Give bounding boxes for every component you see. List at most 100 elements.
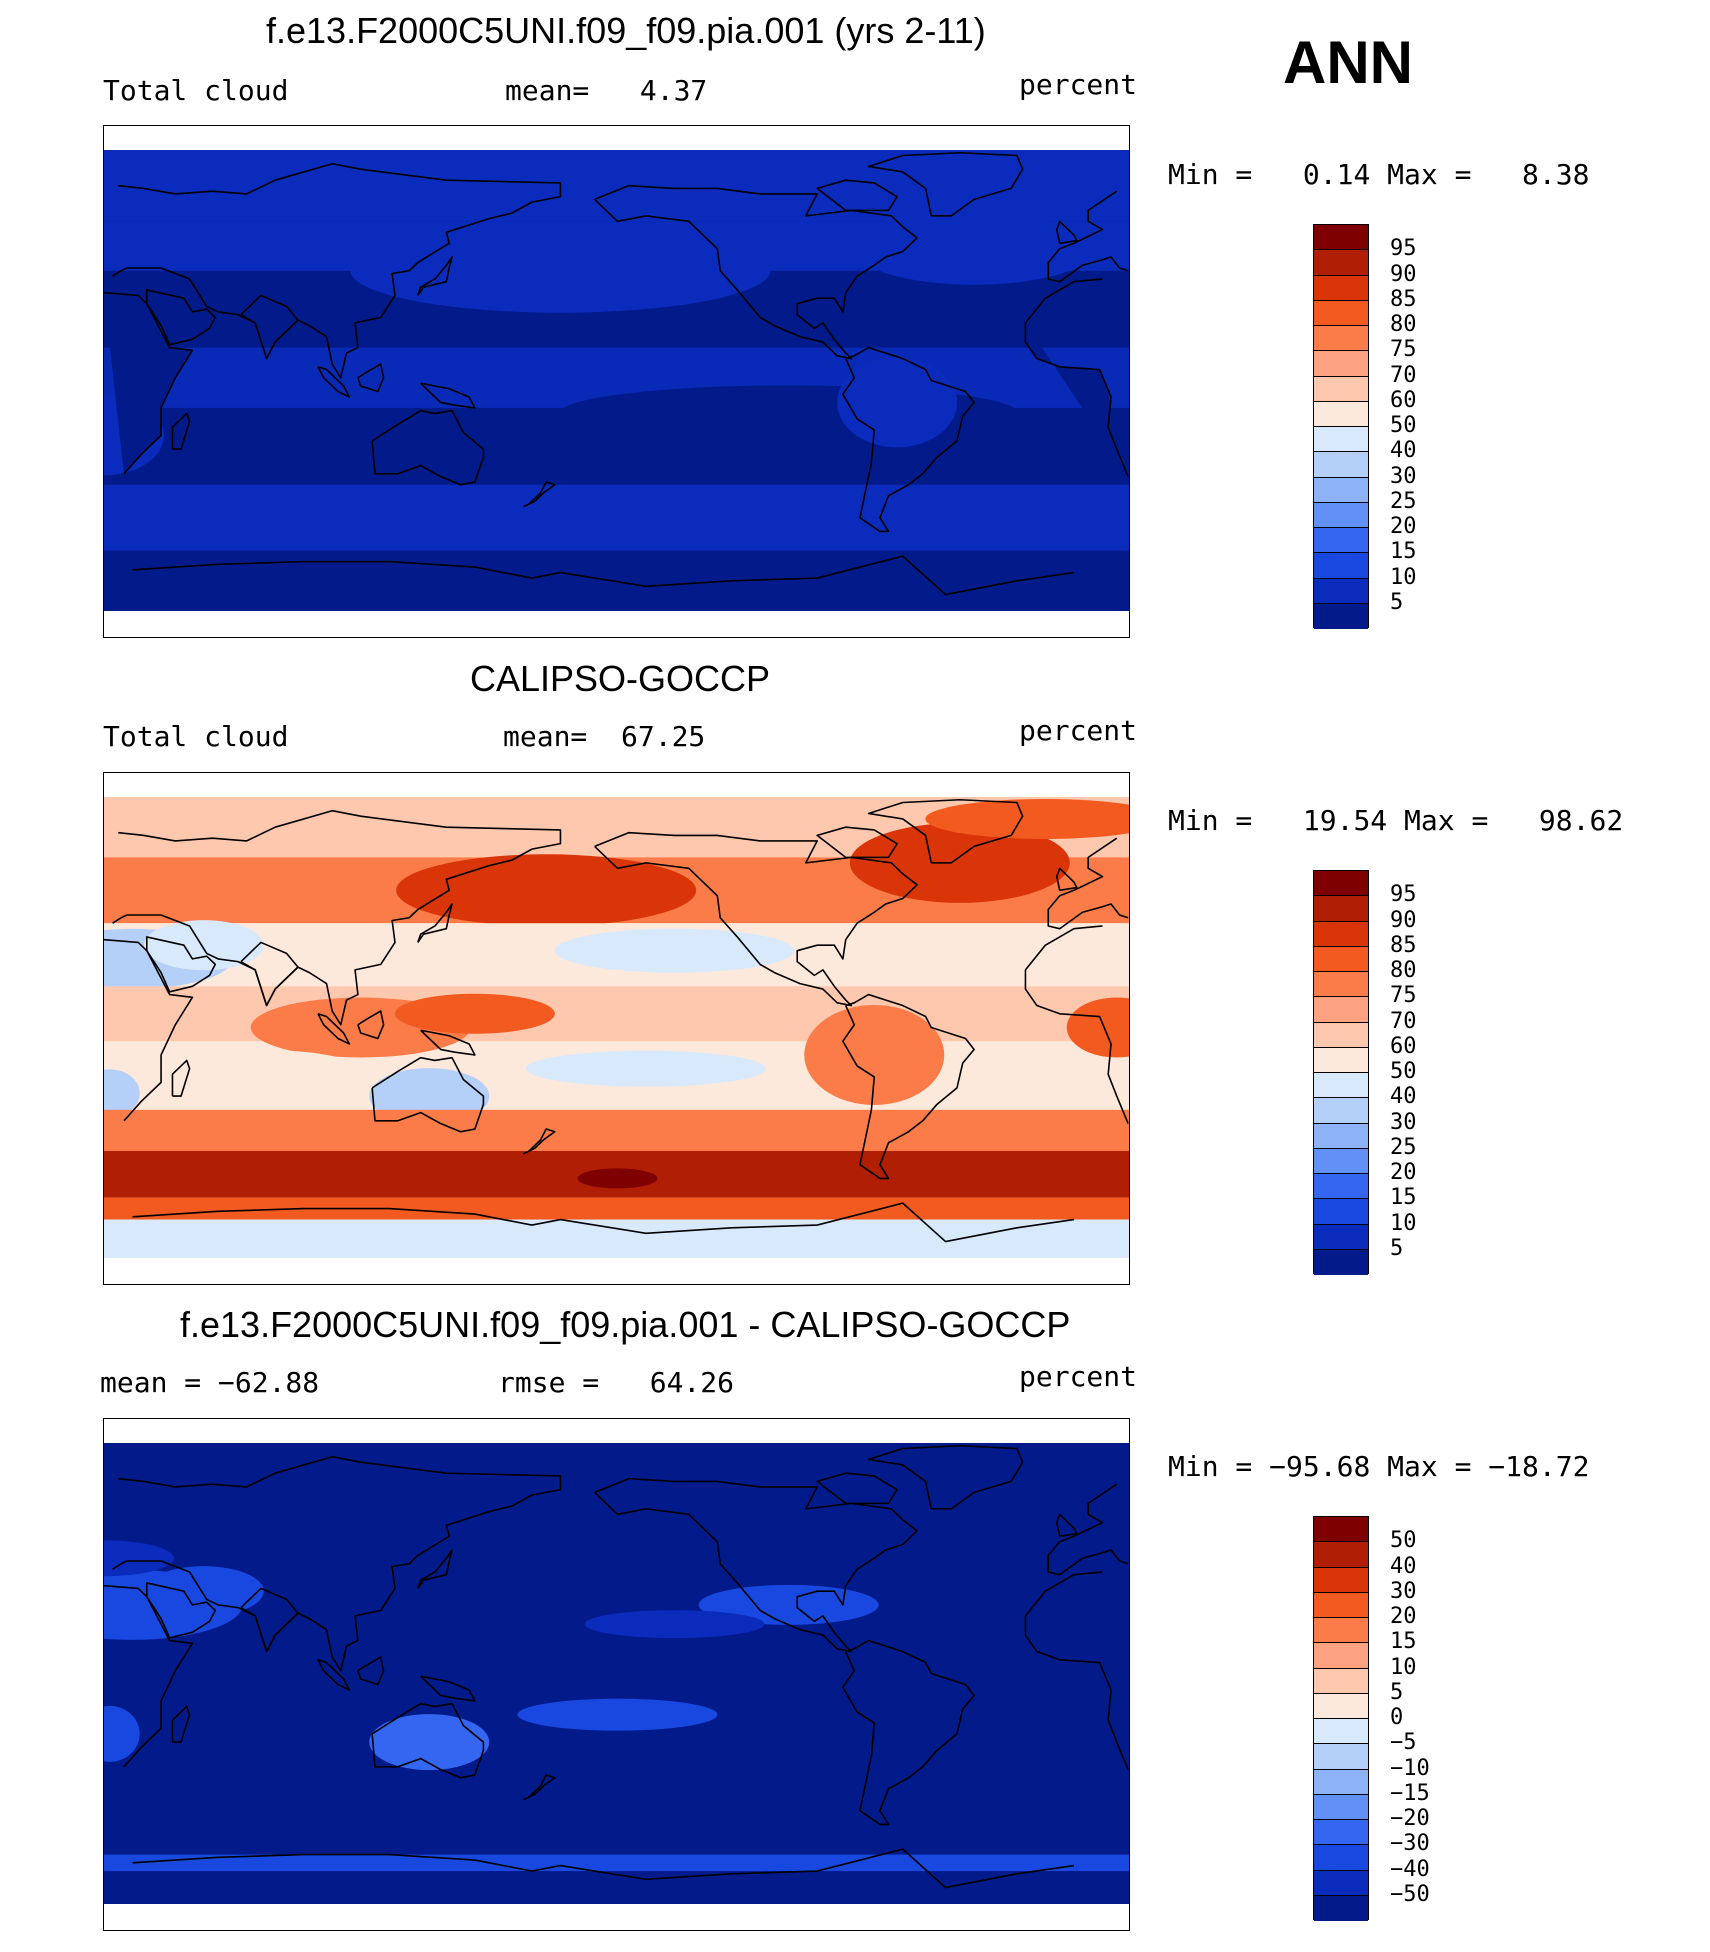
colorbar-swatch xyxy=(1314,401,1368,427)
coastline-arabia xyxy=(145,289,217,346)
field-natl-blob xyxy=(854,212,1095,285)
colorbar-tick-label: 30 xyxy=(1390,1578,1417,1604)
coastline-n_america xyxy=(594,184,918,360)
coastline-antarctica xyxy=(560,1202,1075,1243)
coastline-antarctica xyxy=(132,1207,561,1226)
coastline-newzealand xyxy=(523,481,556,508)
panel-1-max-label: Max = xyxy=(1387,158,1472,191)
field-antarctic-coast xyxy=(104,1197,1129,1220)
colorbar-tick-label: 10 xyxy=(1390,1654,1417,1680)
map-svg xyxy=(104,773,1129,1284)
coastline-japan xyxy=(417,256,453,296)
map-svg xyxy=(104,1419,1129,1930)
panel-3-max-value: −18.72 xyxy=(1488,1450,1590,1483)
coastline-africa xyxy=(104,938,194,1122)
coastline-sumatra xyxy=(317,1659,351,1691)
colorbar-tick-label: −30 xyxy=(1390,1831,1430,1857)
colorbar-tick-label: 20 xyxy=(1390,514,1417,539)
colorbar-swatch xyxy=(1314,972,1368,998)
colorbar-tick-label: 60 xyxy=(1390,387,1417,413)
field-australia-diff xyxy=(369,1714,490,1771)
colorbar-swatch xyxy=(1314,326,1368,352)
colorbar-swatch xyxy=(1314,1744,1368,1770)
field-sepac-diff xyxy=(517,1698,718,1731)
colorbar-tick-label: 40 xyxy=(1390,1553,1417,1579)
coastline-antarctica xyxy=(560,555,1075,596)
colorbar-tick-label: 20 xyxy=(1390,1604,1417,1629)
colorbar-tick-label: 95 xyxy=(1390,882,1417,908)
coastline-india_fill xyxy=(240,941,299,1007)
field-southern-n xyxy=(104,1109,1129,1151)
panel-2-title: CALIPSO-GOCCP xyxy=(470,658,771,699)
colorbar-swatch xyxy=(1314,1098,1368,1124)
colorbar-swatch xyxy=(1314,528,1368,554)
coastline-eurasia xyxy=(1047,190,1129,283)
coastline-newguinea xyxy=(420,1029,476,1056)
season-label: ANN xyxy=(1283,29,1413,96)
colorbar-tick-label: 70 xyxy=(1390,1008,1417,1034)
colorbar-swatch xyxy=(1314,1224,1368,1250)
coastline-eurasia xyxy=(118,809,562,1026)
colorbar-tick-label: −20 xyxy=(1390,1806,1430,1831)
panel-1-colorbar xyxy=(1313,224,1369,629)
coastline-baffin xyxy=(816,1472,898,1505)
coastline-eurasia xyxy=(1047,1483,1129,1576)
panel-1-max-value: 8.38 xyxy=(1522,158,1590,191)
coastline-africa xyxy=(104,291,194,475)
panel-1-units-label: percent xyxy=(1019,68,1138,101)
field-australia-land xyxy=(372,410,484,485)
colorbar-swatch xyxy=(1314,1618,1368,1644)
colorbar-tick-label: 75 xyxy=(1390,337,1417,363)
colorbar-tick-label: 30 xyxy=(1390,1109,1417,1135)
field-warm-pool xyxy=(394,993,555,1034)
field-antarctic-coast-diff xyxy=(104,1854,1129,1872)
colorbar-swatch xyxy=(1314,1148,1368,1174)
colorbar-tick-label: 50 xyxy=(1390,1059,1417,1084)
coastline-africa xyxy=(1024,278,1103,324)
colorbar-swatch xyxy=(1314,452,1368,478)
colorbar-swatch xyxy=(1314,1693,1368,1719)
colorbar-tick-label: 30 xyxy=(1390,463,1417,489)
field-satl xyxy=(985,1050,1106,1087)
coastline-africa xyxy=(1024,1571,1103,1617)
coastline-sumatra xyxy=(317,366,351,398)
colorbar-tick-label: 40 xyxy=(1390,1084,1417,1110)
colorbar-tick-label: −50 xyxy=(1390,1881,1430,1907)
colorbar-tick-label: 50 xyxy=(1390,413,1417,438)
colorbar-swatch xyxy=(1314,1870,1368,1896)
field-natl-max xyxy=(849,822,1070,903)
colorbar-swatch xyxy=(1314,1845,1368,1871)
coastline-australia xyxy=(371,1056,485,1133)
panel-2-max-value: 98.62 xyxy=(1538,804,1624,837)
colorbar-swatch xyxy=(1314,1542,1368,1568)
coastline-newzealand xyxy=(523,1128,556,1155)
colorbar-swatch xyxy=(1314,1517,1368,1543)
colorbar-swatch xyxy=(1314,997,1368,1023)
field-africa-land xyxy=(1025,278,1103,323)
field-southern-max xyxy=(577,1168,658,1189)
coastline-greenland xyxy=(867,151,1024,217)
colorbar-swatch xyxy=(1314,1199,1368,1225)
colorbar-tick-label: 5 xyxy=(1390,1679,1404,1705)
colorbar-swatch xyxy=(1314,1073,1368,1099)
panel-1-min-value: 0.14 xyxy=(1302,158,1371,191)
coastline-uk xyxy=(1056,220,1078,245)
colorbar-swatch xyxy=(1314,1643,1368,1669)
panel-3-max-label: Max = xyxy=(1387,1450,1472,1483)
field-barents xyxy=(925,798,1129,839)
field-med-diff xyxy=(104,1540,174,1577)
colorbar-tick-label: 80 xyxy=(1390,312,1417,337)
panel-1-stats: Min = 0.14 Max = 8.38 xyxy=(1168,158,1589,191)
panel-2-variable-label: Total cloud xyxy=(103,720,289,753)
coastline-africa xyxy=(1024,925,1103,971)
panel-3-min-label: Min = xyxy=(1168,1450,1253,1483)
colorbar-swatch xyxy=(1314,1123,1368,1149)
colorbar-tick-label: 75 xyxy=(1390,983,1417,1009)
field-npac-max xyxy=(396,854,697,927)
coastline-india_fill xyxy=(240,1587,299,1653)
coastline-eurasia xyxy=(118,162,562,379)
field-ne-pac-diff xyxy=(584,1610,765,1639)
coastline-s_america xyxy=(842,346,975,533)
panel-1-title: f.e13.F2000C5UNI.f09_f09.pia.001 (yrs 2-… xyxy=(266,10,986,51)
colorbar-tick-label: 20 xyxy=(1390,1160,1417,1185)
